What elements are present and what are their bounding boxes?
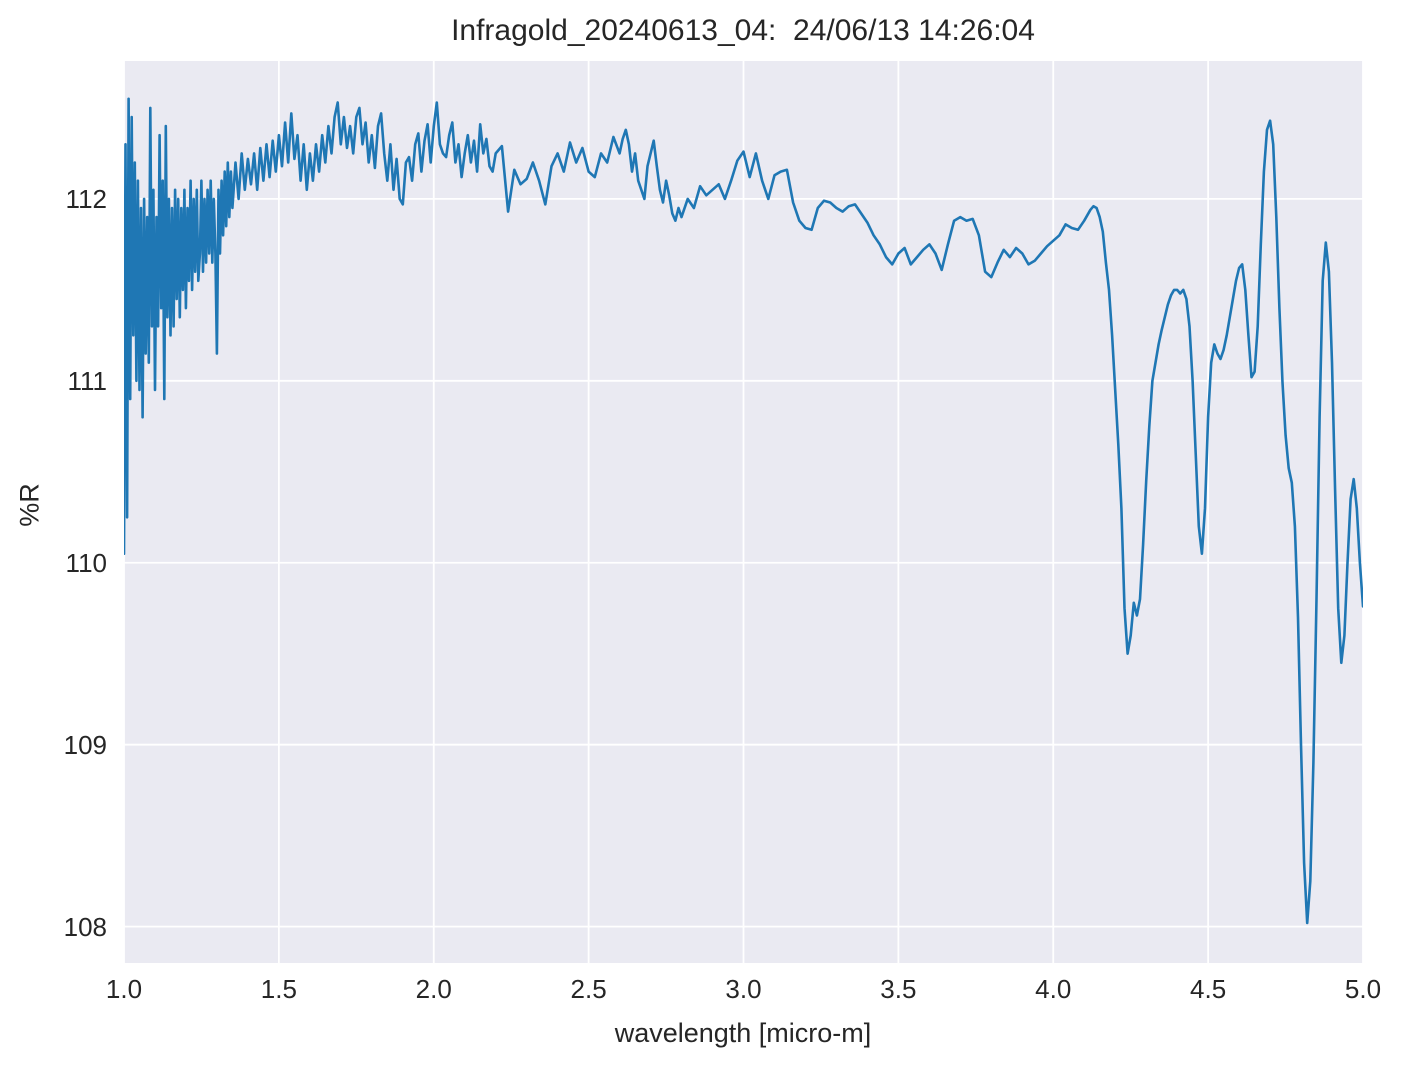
x-tick-label: 2.0 [415, 974, 452, 1004]
x-tick-label: 3.5 [880, 974, 917, 1004]
y-tick-label: 112 [65, 183, 107, 214]
x-tick-label: 5.0 [1344, 974, 1382, 1004]
y-tick-label: 111 [67, 365, 107, 396]
y-tick-label: 108 [63, 911, 107, 942]
x-tick-label: 2.5 [570, 974, 607, 1004]
gridlines [124, 61, 1363, 963]
plot-area [124, 61, 1363, 963]
x-axis-label: wavelength [micro-m] [614, 1018, 872, 1048]
y-axis-label: %R [14, 483, 45, 527]
y-tick-label: 110 [65, 547, 107, 578]
x-tick-label: 4.0 [1035, 974, 1072, 1004]
x-tick-label: 1.5 [260, 974, 297, 1004]
x-tick-label: 1.0 [105, 974, 143, 1004]
y-tick-label: 109 [63, 729, 107, 760]
x-tick-label: 4.5 [1190, 974, 1227, 1004]
spectrum-line [124, 97, 1363, 925]
chart-title: Infragold_20240613_04: 24/06/13 14:26:04 [451, 14, 1035, 47]
x-tick-label: 3.0 [725, 974, 762, 1004]
spectrum-svg [124, 61, 1363, 963]
